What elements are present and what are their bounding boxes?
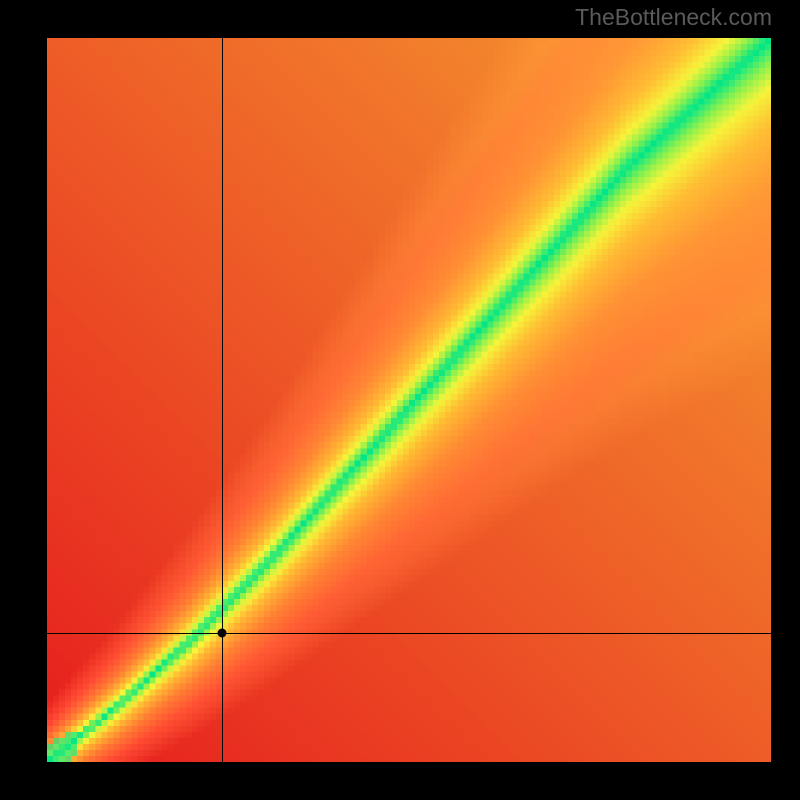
crosshair-vertical bbox=[222, 38, 223, 762]
heatmap-canvas bbox=[47, 38, 771, 762]
crosshair-horizontal bbox=[47, 633, 771, 634]
heatmap-plot bbox=[47, 38, 771, 762]
watermark-text: TheBottleneck.com bbox=[575, 4, 772, 31]
crosshair-marker bbox=[218, 629, 227, 638]
